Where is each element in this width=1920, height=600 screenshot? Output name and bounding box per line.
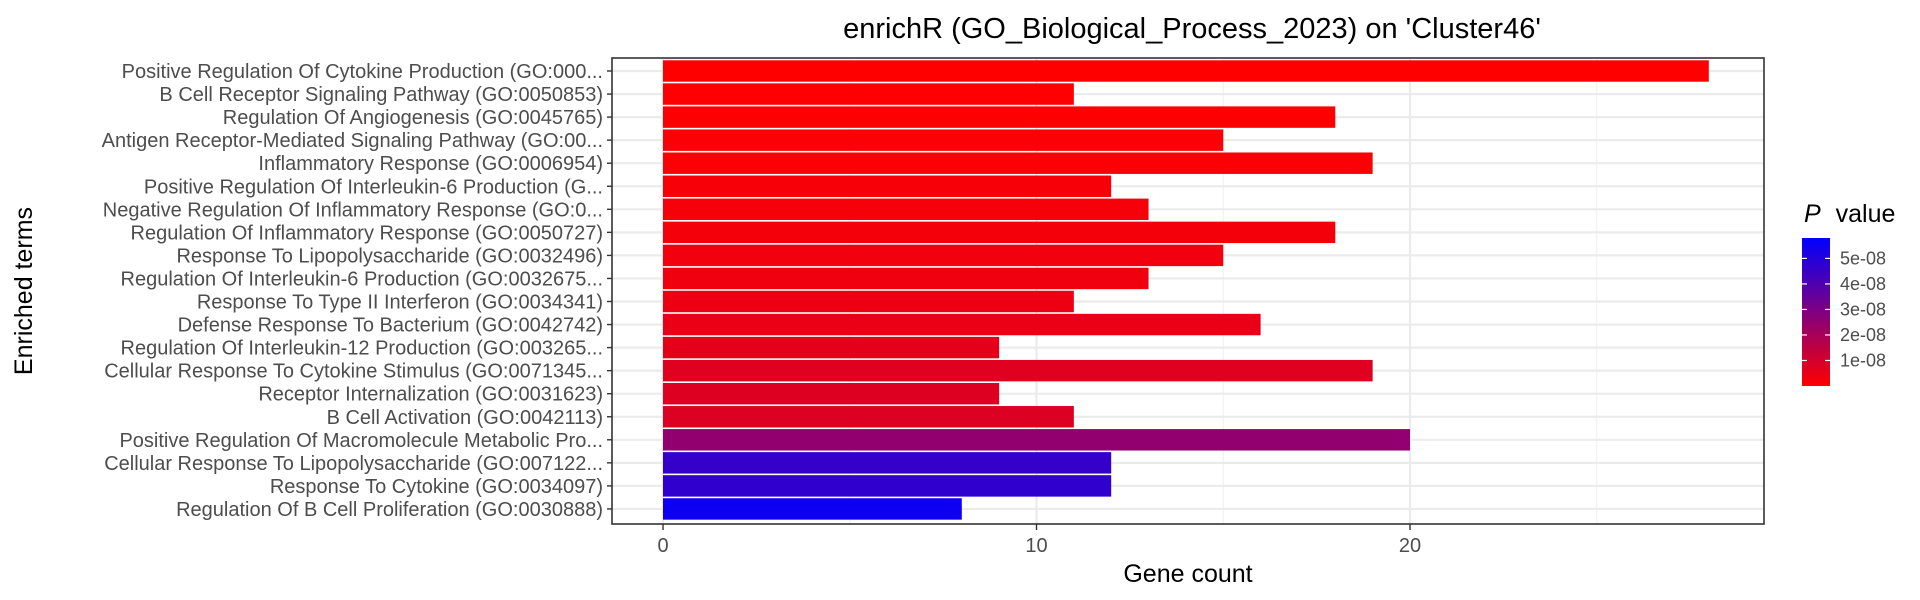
category-label: B Cell Receptor Signaling Pathway (GO:00…	[159, 84, 603, 106]
legend-tick-label: 4e-08	[1840, 274, 1886, 294]
category-label: Regulation Of Interleukin-12 Production …	[121, 338, 604, 360]
category-label: B Cell Activation (GO:0042113)	[327, 407, 603, 429]
category-label: Receptor Internalization (GO:0031623)	[258, 384, 603, 406]
category-label: Response To Lipopolysaccharide (GO:00324…	[176, 245, 603, 267]
y-axis-title: Enriched terms	[10, 207, 38, 375]
legend-title-italic: P	[1804, 200, 1821, 228]
legend-tick-label: 5e-08	[1840, 248, 1886, 268]
x-axis-title: Gene count	[1123, 560, 1252, 588]
bar	[663, 359, 1373, 382]
category-label: Antigen Receptor-Mediated Signaling Path…	[102, 130, 603, 152]
x-tick-label: 0	[657, 535, 668, 557]
category-label: Positive Regulation Of Cytokine Producti…	[122, 61, 603, 83]
legend-colorbar	[1802, 238, 1830, 386]
plot-border	[611, 57, 1765, 525]
bar	[663, 198, 1149, 221]
legend-ticks: 5e-08 4e-08 3e-08 2e-08 1e-08	[1802, 248, 1886, 370]
bar	[663, 475, 1112, 497]
legend-tick-label: 2e-08	[1840, 325, 1886, 345]
bar	[663, 60, 1709, 82]
chart-title: enrichR (GO_Biological_Process_2023) on …	[843, 13, 1541, 45]
category-label: Regulation Of Interleukin-6 Production (…	[121, 268, 604, 290]
bar	[663, 382, 1000, 405]
category-labels: Positive Regulation Of Cytokine Producti…	[102, 61, 612, 521]
category-label: Regulation Of B Cell Proliferation (GO:0…	[176, 499, 603, 521]
legend-title: P value	[1804, 200, 1895, 228]
x-tick-label: 20	[1399, 535, 1421, 557]
x-tick-label: 10	[1025, 535, 1047, 557]
legend: P value 5e-08 4e-08 3e-08 2e-08 1e-08	[1802, 200, 1895, 386]
bar	[663, 406, 1074, 428]
legend-tick-label: 3e-08	[1840, 299, 1886, 319]
bar	[663, 336, 1000, 359]
legend-title-rest: value	[1836, 200, 1896, 228]
bar	[663, 267, 1149, 290]
category-label: Negative Regulation Of Inflammatory Resp…	[103, 199, 603, 221]
category-label: Response To Cytokine (GO:0034097)	[270, 476, 603, 498]
bar	[663, 429, 1410, 451]
category-label: Cellular Response To Cytokine Stimulus (…	[104, 361, 603, 383]
category-label: Inflammatory Response (GO:0006954)	[258, 153, 603, 175]
category-label: Cellular Response To Lipopolysaccharide …	[104, 453, 603, 475]
category-label: Regulation Of Inflammatory Response (GO:…	[131, 222, 603, 244]
legend-tick-label: 1e-08	[1840, 350, 1886, 370]
bar	[663, 129, 1224, 151]
x-axis-ticks: 0 10 20	[657, 524, 1421, 557]
bar	[663, 106, 1336, 128]
category-label: Response To Type II Interferon (GO:00343…	[197, 292, 603, 314]
category-label: Positive Regulation Of Macromolecule Met…	[119, 430, 603, 452]
bar	[663, 244, 1224, 267]
bar	[663, 498, 962, 520]
bar	[663, 452, 1112, 474]
category-label: Positive Regulation Of Interleukin-6 Pro…	[144, 176, 603, 198]
category-label: Defense Response To Bacterium (GO:004274…	[178, 315, 603, 337]
bar	[663, 313, 1261, 336]
bar	[663, 152, 1373, 174]
bar	[663, 221, 1336, 244]
bar	[663, 290, 1074, 313]
category-label: Regulation Of Angiogenesis (GO:0045765)	[223, 107, 603, 129]
bars	[663, 60, 1709, 520]
bar	[663, 175, 1112, 197]
bar	[663, 83, 1074, 105]
